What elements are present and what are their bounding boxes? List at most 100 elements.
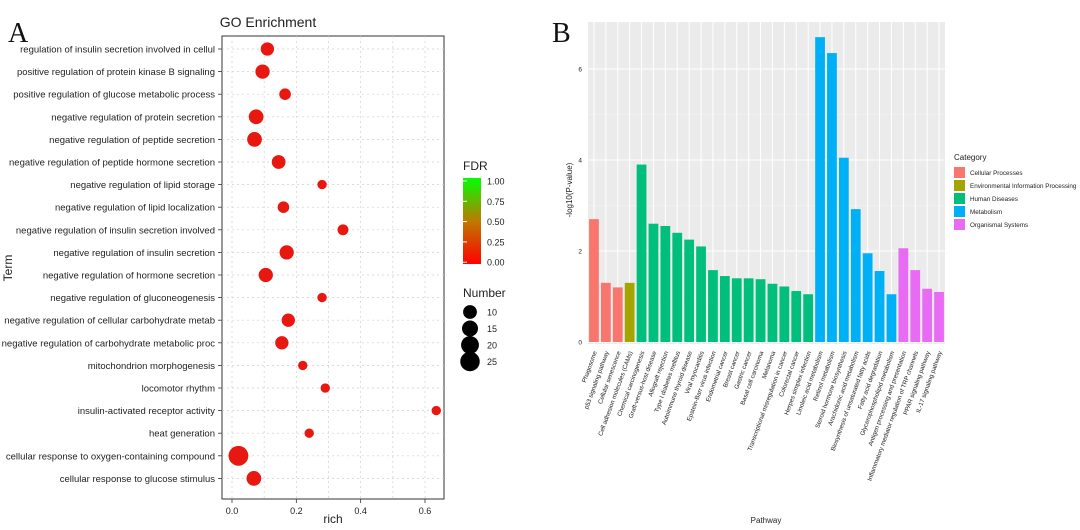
bar (743, 278, 754, 342)
number-legend-dot (461, 320, 479, 337)
go-point (258, 267, 273, 283)
category-legend-title: Category (954, 153, 986, 162)
bar (934, 291, 944, 342)
go-term-label: negative regulation of carbohydrate meta… (2, 338, 216, 349)
category-legend-swatch (954, 206, 965, 217)
go-enrichment-chart: GO Enrichment regulation of insulin secr… (1, 14, 506, 526)
go-point (247, 132, 262, 147)
bar (660, 225, 671, 342)
bar (589, 219, 599, 342)
number-legend-dot (460, 351, 480, 372)
category-legend-label: Organismal Systems (970, 222, 1028, 229)
number-legend-label: 15 (487, 324, 497, 334)
bar (636, 164, 647, 342)
go-point (317, 179, 327, 190)
bar (719, 276, 730, 342)
bar (755, 279, 766, 342)
go-term-label: negative regulation of cellular carbohyd… (4, 316, 215, 327)
category-legend-label: Environmental Information Processing (970, 183, 1077, 190)
fdr-tick-label: 0.75 (487, 197, 505, 207)
go-term-label: negative regulation of gluconeogenesis (50, 293, 215, 304)
bar (910, 270, 921, 342)
go-chart-title: GO Enrichment (220, 14, 317, 30)
bar-plot-panel (588, 22, 945, 344)
go-y-axis-label: Term (1, 255, 15, 282)
go-term-label: insulin-activated receptor activity (78, 406, 216, 417)
number-legend-label: 10 (487, 308, 497, 318)
bar (600, 282, 611, 342)
go-term-label: mitochondrion morphogenesis (88, 361, 216, 372)
bar-x-axis-label: Pathway (751, 516, 782, 525)
go-point (298, 360, 308, 371)
bar-y-tick-label: 0 (578, 340, 582, 347)
go-point (281, 313, 295, 327)
bar (838, 157, 849, 342)
go-term-label: negative regulation of peptide hormone s… (9, 158, 215, 169)
category-legend-swatch (954, 219, 965, 230)
category-legend-label: Cellular Processes (970, 170, 1023, 177)
go-term-label: positive regulation of protein kinase B … (17, 67, 215, 78)
bar (886, 294, 897, 342)
bar (708, 270, 718, 342)
go-x-tick-label: 0.2 (290, 506, 303, 516)
go-term-label: negative regulation of lipid localizatio… (55, 203, 215, 214)
category-legend-swatch (954, 193, 965, 204)
go-point (279, 88, 291, 100)
go-term-label: negative regulation of insulin secretion (53, 248, 215, 259)
number-legend-dot (461, 336, 479, 354)
bar (850, 209, 861, 342)
go-point (246, 471, 262, 486)
bar (696, 246, 706, 342)
go-term-labels: regulation of insulin secretion involved… (2, 45, 222, 485)
go-term-label: heat generation (149, 429, 215, 440)
go-term-label: positive regulation of glucose metabolic… (13, 90, 215, 101)
go-point (228, 445, 249, 466)
panel-letter-a: A (8, 18, 29, 49)
fdr-tick-label: 1.00 (487, 177, 505, 187)
bar-y-tick-label: 2 (578, 249, 582, 256)
go-gridlines (222, 36, 444, 499)
bar-y-ticks: 0 2 4 6 (578, 67, 582, 347)
go-term-label: cellular response to glucose stimulus (60, 474, 215, 485)
go-term-label: negative regulation of insulin secretion… (16, 225, 215, 236)
bar-series (589, 37, 944, 343)
go-point (277, 201, 290, 213)
go-x-ticks: 0.0 0.2 0.4 0.6 (226, 499, 431, 516)
go-term-label: negative regulation of peptide secretion (49, 135, 215, 146)
bar (874, 271, 885, 342)
bar (862, 253, 873, 342)
go-point (317, 292, 327, 303)
bar (779, 286, 790, 342)
fdr-tick-label: 0.00 (487, 258, 505, 268)
bar (815, 37, 825, 343)
category-legend-label: Metabolism (970, 209, 1002, 216)
go-term-label: cellular response to oxygen-containing c… (6, 451, 215, 462)
bar-y-tick-label: 4 (578, 158, 582, 165)
go-point (275, 336, 289, 350)
fdr-legend-ticks: 1.00 0.75 0.50 0.25 0.00 (463, 177, 505, 268)
bar (648, 223, 659, 342)
bar (684, 239, 695, 342)
number-legend: 10 15 20 25 (460, 305, 497, 372)
bar (672, 232, 683, 342)
number-legend-title: Number (463, 286, 506, 300)
go-x-tick-label: 0.4 (354, 506, 367, 516)
go-point (260, 42, 275, 56)
go-point (431, 405, 441, 416)
bar (731, 278, 742, 342)
bar (767, 283, 778, 342)
go-term-label: regulation of insulin secretion involved… (20, 45, 215, 56)
number-legend-label: 20 (487, 341, 497, 351)
bar (791, 291, 802, 342)
category-legend-swatch (954, 180, 965, 191)
go-point (304, 428, 314, 438)
bar-y-tick-label: 6 (578, 67, 582, 74)
go-points (228, 42, 441, 486)
bar (827, 53, 837, 342)
fdr-colorbar (463, 178, 481, 264)
bar (624, 282, 635, 342)
bar (803, 294, 814, 342)
